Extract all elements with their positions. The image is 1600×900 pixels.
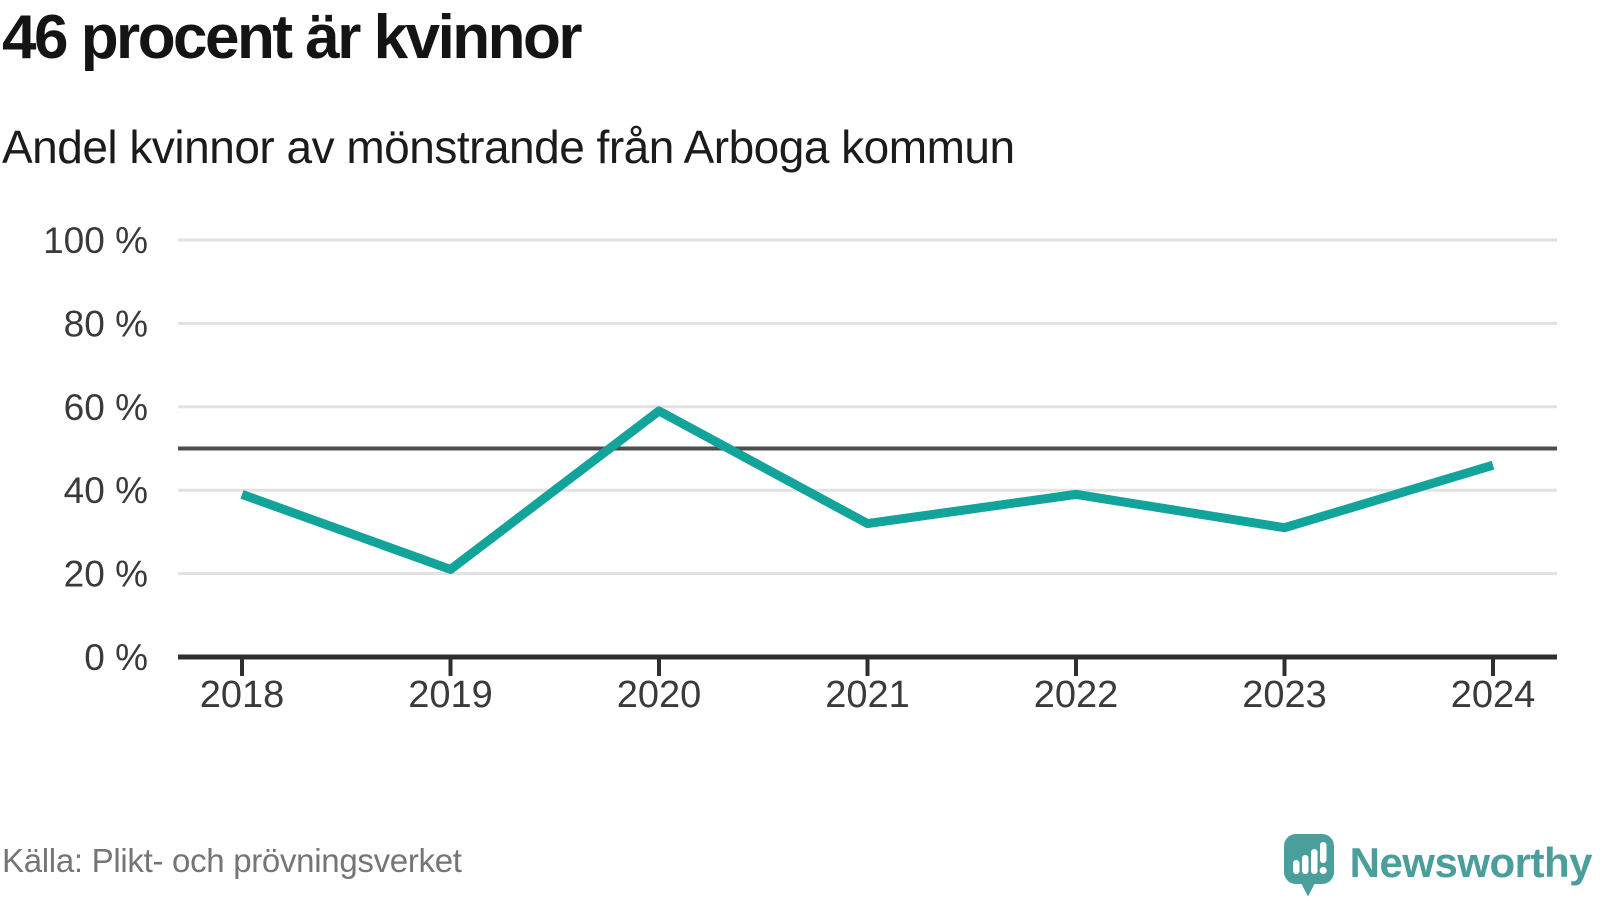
y-tick-label: 80 % [64, 303, 148, 344]
x-tick-label: 2022 [1034, 674, 1119, 716]
x-tick-label: 2019 [408, 674, 493, 716]
newsworthy-logo: Newsworthy [1283, 834, 1593, 897]
y-tick-label: 60 % [64, 387, 148, 428]
newsworthy-bubble-chart-icon [1283, 834, 1334, 897]
y-tick-label: 20 % [64, 554, 148, 595]
x-tick-label: 2024 [1451, 674, 1536, 716]
brand-name: Newsworthy [1349, 839, 1593, 886]
y-tick-label: 100 % [43, 220, 148, 261]
chart-subtitle: Andel kvinnor av mönstrande från Arboga … [2, 121, 1015, 173]
chart-title: 46 procent är kvinnor [2, 3, 583, 72]
source-note: Källa: Plikt- och prövningsverket [2, 842, 462, 879]
data-line [240, 406, 1495, 574]
x-tick-label: 2021 [825, 674, 910, 716]
y-tick-label: 0 % [84, 637, 148, 678]
x-tick-label: 2020 [617, 674, 702, 716]
line-chart: 0 % 20 % 40 % 60 % 80 % 100 % 2018 2019 2020 2021… [43, 220, 1557, 716]
y-tick-label: 40 % [64, 470, 148, 511]
x-tick-label: 2018 [200, 674, 285, 716]
x-tick-label: 2023 [1242, 674, 1327, 716]
